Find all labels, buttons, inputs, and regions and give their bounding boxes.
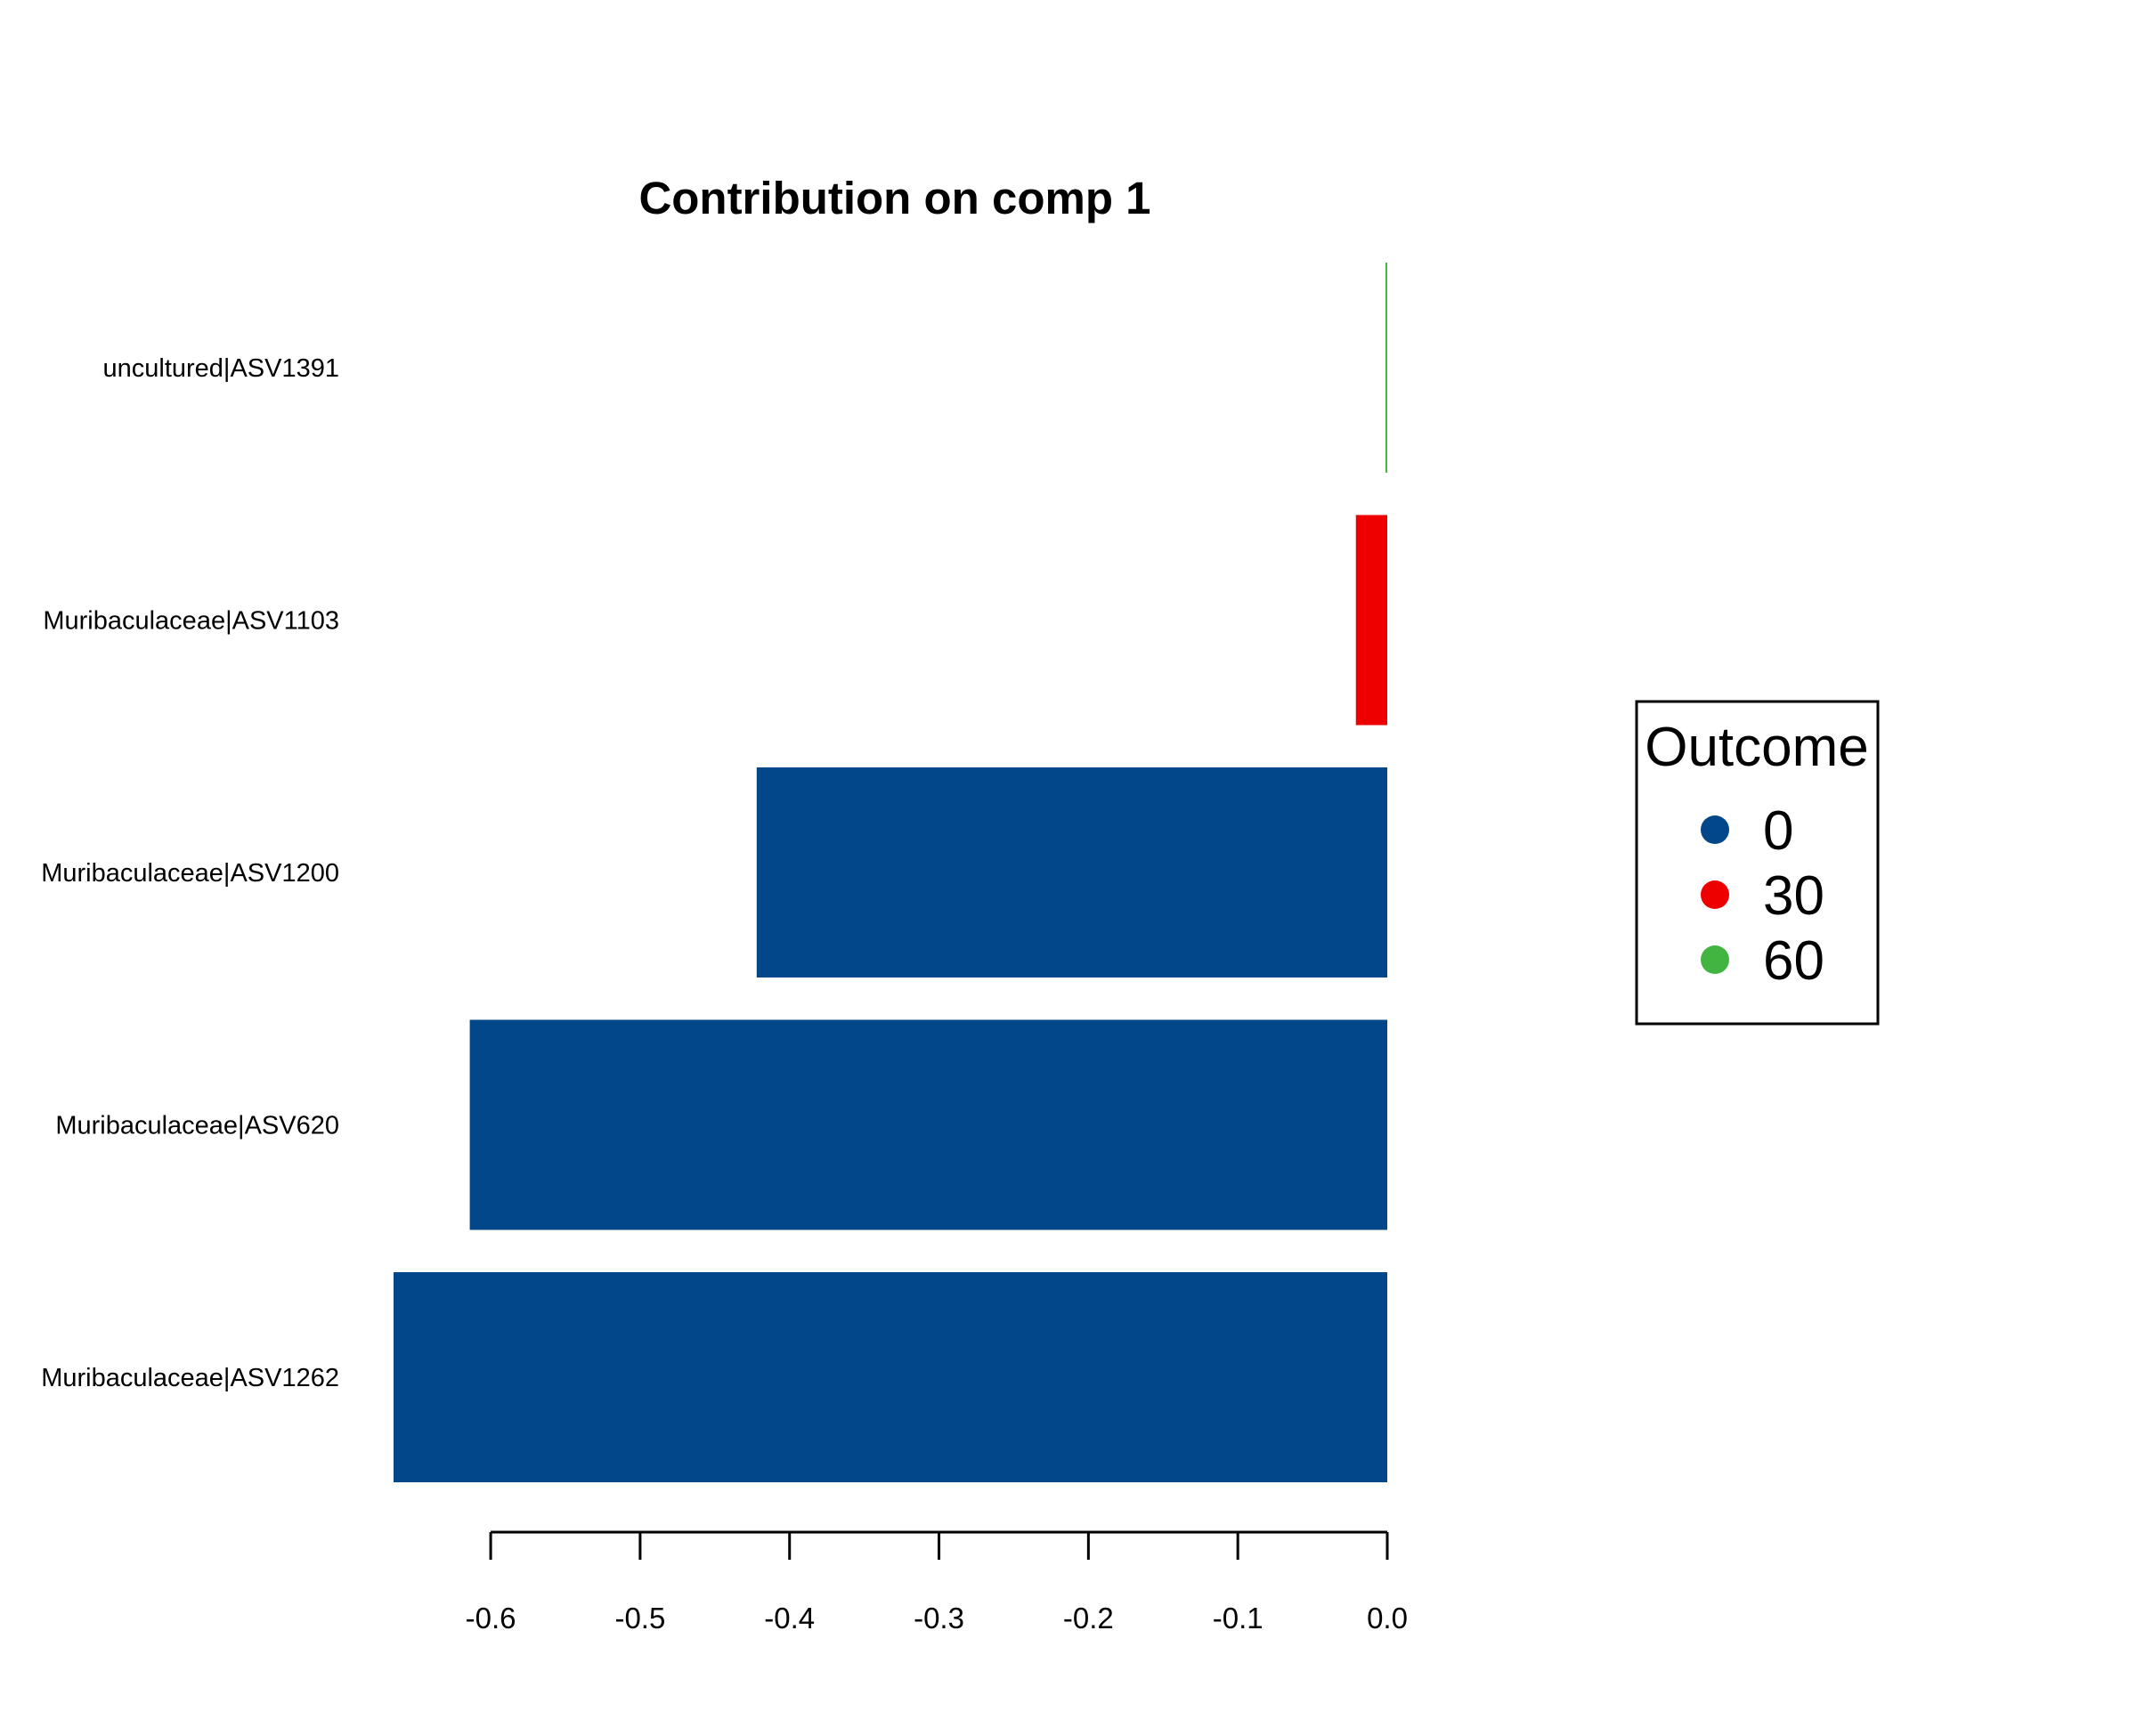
legend-swatch-30 [1701, 880, 1729, 909]
x-tick-label: 0.0 [1367, 1602, 1408, 1635]
x-tick-label: -0.3 [914, 1602, 964, 1635]
x-tick-label: -0.6 [466, 1602, 516, 1635]
category-label: Muribaculaceae|ASV1200 [41, 859, 339, 888]
category-labels: uncultured|ASV1391 Muribaculaceae|ASV1103… [41, 354, 339, 1392]
bar-muribaculaceae-asv1262 [394, 1272, 1387, 1482]
x-tick-label: -0.2 [1063, 1602, 1114, 1635]
bar-muribaculaceae-asv620 [469, 1019, 1388, 1230]
bars-layer [394, 263, 1388, 1482]
legend-swatch-0 [1701, 815, 1729, 844]
x-axis: -0.6 -0.5 -0.4 -0.3 -0.2 -0.1 0.0 [466, 1530, 1408, 1635]
chart-title: Contribution on comp 1 [638, 173, 1150, 223]
bar-muribaculaceae-asv1200 [756, 767, 1387, 978]
legend-box [1635, 700, 1880, 1026]
category-label: Muribaculaceae|ASV1103 [43, 607, 339, 636]
x-tick-label: -0.5 [614, 1602, 665, 1635]
x-tick-label: -0.4 [764, 1602, 815, 1635]
category-label: Muribaculaceae|ASV620 [55, 1112, 339, 1140]
category-label: Muribaculaceae|ASV1262 [41, 1364, 339, 1392]
x-tick-label: -0.1 [1213, 1602, 1264, 1635]
bar-uncultured-asv1391 [1385, 263, 1387, 473]
bar-muribaculaceae-asv1103 [1355, 515, 1387, 726]
legend-label: 0 [1763, 800, 1793, 862]
legend-swatch-60 [1701, 945, 1729, 974]
legend-label: 30 [1763, 865, 1824, 927]
category-label: uncultured|ASV1391 [102, 354, 339, 383]
legend-label: 60 [1763, 930, 1824, 992]
legend-title: Outcome [1645, 717, 1869, 778]
